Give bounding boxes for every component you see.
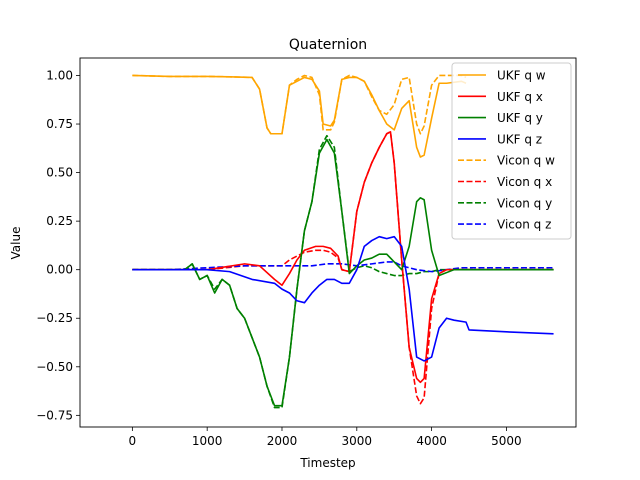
x-tick-label: 4000 xyxy=(416,434,447,448)
series-line-ukf-q-w xyxy=(132,74,467,158)
legend-label-ukf-q-y: UKF q y xyxy=(497,111,543,125)
y-tick-label: 0.75 xyxy=(46,117,73,131)
x-axis: 0 1000 2000 3000 4000 5000 xyxy=(129,427,522,448)
x-tick-label: 5000 xyxy=(491,434,522,448)
x-tick-label: 1000 xyxy=(192,434,223,448)
series-line-ukf-q-z xyxy=(132,235,554,362)
y-tick-label: 1.00 xyxy=(46,68,73,82)
x-tick-label: 2000 xyxy=(267,434,298,448)
plot-area xyxy=(79,57,577,428)
legend-label-ukf-q-w: UKF q w xyxy=(497,69,546,83)
x-axis-label: Timestep xyxy=(299,456,355,470)
y-axis-label: Value xyxy=(9,227,23,260)
legend-label-vicon-q-z: Vicon q z xyxy=(497,218,551,232)
y-tick-label: −0.25 xyxy=(36,311,73,325)
x-tick-label: 3000 xyxy=(342,434,373,448)
y-axis: −0.75 −0.50 −0.25 0.00 0.25 0.50 0.75 1.00 xyxy=(36,68,80,422)
plot-frame xyxy=(79,57,577,428)
legend-label-ukf-q-z: UKF q z xyxy=(497,132,542,146)
legend-label-vicon-q-x: Vicon q x xyxy=(497,175,552,189)
y-tick-label: 0.25 xyxy=(46,214,73,228)
legend-label-vicon-q-y: Vicon q y xyxy=(497,196,552,210)
series-line-ukf-q-x xyxy=(132,131,554,384)
legend-label-ukf-q-x: UKF q x xyxy=(497,90,543,104)
y-tick-label: −0.50 xyxy=(36,360,73,374)
legend-label-vicon-q-w: Vicon q w xyxy=(497,154,555,168)
legend: UKF q w UKF q x UKF q y UKF q z Vicon q w Vic… xyxy=(451,62,572,240)
y-tick-label: 0.50 xyxy=(46,166,73,180)
chart-title: Quaternion xyxy=(289,37,367,53)
y-tick-label: −0.75 xyxy=(36,408,73,422)
x-tick-label: 0 xyxy=(129,434,137,448)
series-line-ukf-q-y xyxy=(132,138,554,407)
series-layer xyxy=(132,74,554,409)
y-tick-label: 0.00 xyxy=(46,263,73,277)
legend-box xyxy=(451,62,572,240)
